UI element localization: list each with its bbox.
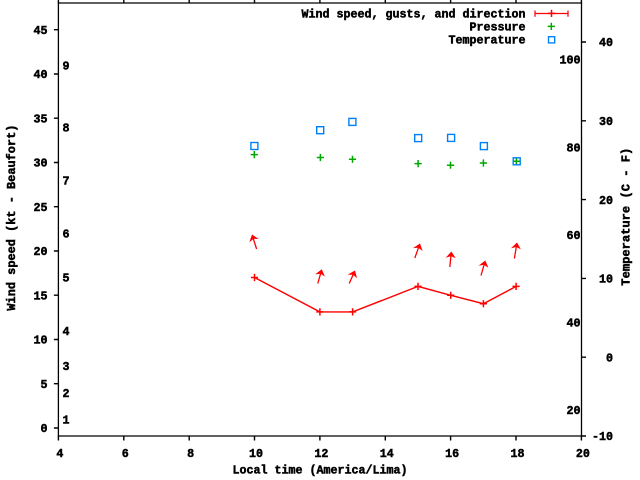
svg-text:40: 40 xyxy=(599,36,613,50)
svg-text:-10: -10 xyxy=(592,430,613,444)
svg-text:3: 3 xyxy=(63,360,70,374)
svg-text:10: 10 xyxy=(599,273,613,287)
svg-text:Wind speed, gusts, and directi: Wind speed, gusts, and direction xyxy=(302,7,526,21)
svg-text:0: 0 xyxy=(606,351,613,365)
svg-text:25: 25 xyxy=(34,201,48,215)
svg-text:30: 30 xyxy=(599,115,613,129)
svg-text:5: 5 xyxy=(41,378,48,392)
svg-text:1: 1 xyxy=(63,413,70,427)
svg-text:12: 12 xyxy=(314,447,328,461)
svg-text:80: 80 xyxy=(567,141,581,155)
svg-text:40: 40 xyxy=(34,68,48,82)
svg-text:15: 15 xyxy=(34,289,48,303)
svg-text:40: 40 xyxy=(567,316,581,330)
svg-text:60: 60 xyxy=(567,229,581,243)
svg-text:8: 8 xyxy=(63,121,70,135)
svg-text:Temperature: Temperature xyxy=(449,33,526,47)
svg-text:20: 20 xyxy=(567,404,581,418)
svg-text:10: 10 xyxy=(34,334,48,348)
svg-text:30: 30 xyxy=(34,157,48,171)
svg-text:6: 6 xyxy=(63,227,70,241)
svg-text:5: 5 xyxy=(63,272,70,286)
svg-text:4: 4 xyxy=(63,325,71,339)
svg-text:6: 6 xyxy=(122,447,129,461)
svg-text:35: 35 xyxy=(34,112,48,126)
svg-text:8: 8 xyxy=(187,447,194,461)
svg-text:16: 16 xyxy=(445,447,459,461)
svg-text:Pressure: Pressure xyxy=(470,20,526,34)
svg-text:20: 20 xyxy=(576,447,590,461)
svg-text:Wind speed (kt - Beaufort): Wind speed (kt - Beaufort) xyxy=(5,125,19,311)
svg-text:4: 4 xyxy=(56,447,64,461)
svg-text:Temperature (C - F): Temperature (C - F) xyxy=(620,148,634,286)
svg-text:100: 100 xyxy=(560,54,581,68)
svg-text:2: 2 xyxy=(63,387,70,401)
svg-text:45: 45 xyxy=(34,24,48,38)
svg-text:9: 9 xyxy=(63,59,70,73)
svg-text:7: 7 xyxy=(63,174,70,188)
svg-text:18: 18 xyxy=(511,447,525,461)
svg-text:20: 20 xyxy=(34,245,48,259)
svg-text:0: 0 xyxy=(41,422,48,436)
svg-text:20: 20 xyxy=(599,194,613,208)
svg-text:14: 14 xyxy=(380,447,395,461)
svg-text:Local time (America/Lima): Local time (America/Lima) xyxy=(233,464,408,478)
svg-text:10: 10 xyxy=(249,447,263,461)
